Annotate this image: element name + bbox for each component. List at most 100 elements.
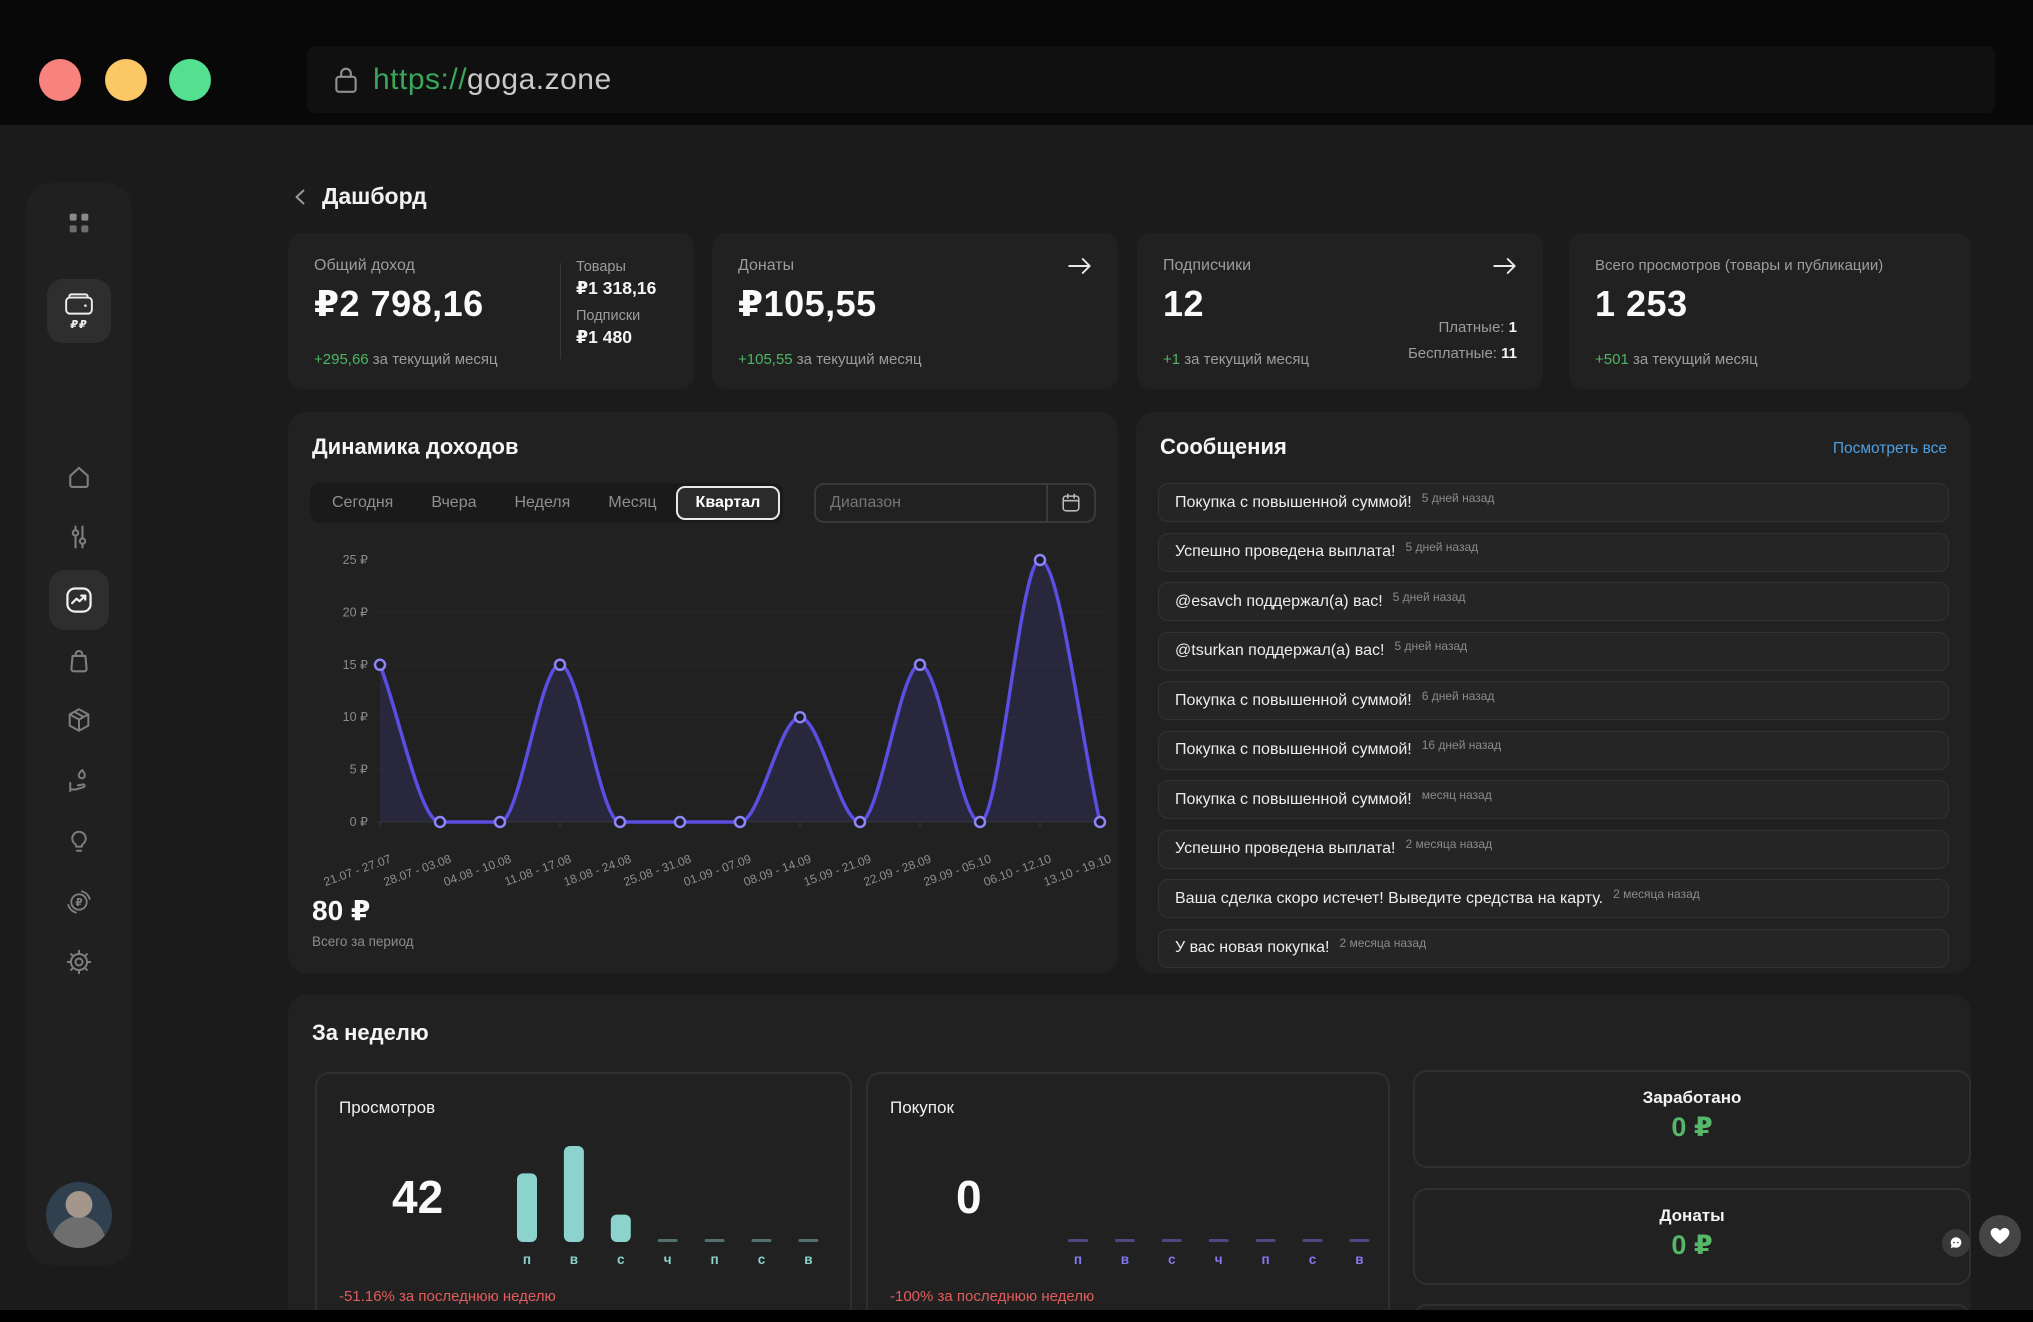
package-icon (65, 706, 93, 734)
message-row[interactable]: Успешно проведена выплата!2 месяца назад (1158, 830, 1949, 869)
message-row[interactable]: @esavch поддержал(а) вас!5 дней назад (1158, 582, 1949, 621)
back-button[interactable] (292, 188, 310, 206)
svg-text:₽: ₽ (75, 897, 82, 909)
earned-value: 0 ₽ (1415, 1112, 1969, 1143)
views-label: Просмотров (339, 1098, 435, 1118)
lightbulb-icon (65, 828, 93, 856)
url-protocol: https:// (373, 63, 467, 97)
sidebar-item-subscriptions[interactable]: ₽ (26, 888, 132, 916)
message-row[interactable]: Покупка с повышенной суммой!месяц назад (1158, 780, 1949, 819)
period-tab[interactable]: Сегодня (313, 486, 412, 520)
message-row[interactable]: У вас новая покупка!2 месяца назад (1158, 929, 1949, 968)
avatar[interactable] (46, 1182, 112, 1248)
message-row[interactable]: @tsurkan поддержал(а) вас!5 дней назад (1158, 632, 1949, 671)
period-tab[interactable]: Месяц (589, 486, 675, 520)
sidebar-item-settings[interactable] (26, 948, 132, 976)
svg-text:01.09 - 07.09: 01.09 - 07.09 (682, 852, 754, 889)
svg-text:0 ₽: 0 ₽ (350, 815, 368, 829)
week-panel: За неделю Просмотров 42 пвсчпсв -51.16% … (288, 995, 1971, 1322)
calendar-icon[interactable] (1046, 485, 1094, 521)
stat-delta-amount: +501 (1595, 351, 1629, 368)
svg-text:25.08 - 31.08: 25.08 - 31.08 (622, 852, 694, 889)
svg-text:с: с (1168, 1252, 1176, 1267)
traffic-light-minimize[interactable] (105, 59, 147, 101)
svg-text:15 ₽: 15 ₽ (343, 658, 368, 672)
message-row[interactable]: Покупка с повышенной суммой!6 дней назад (1158, 681, 1949, 720)
message-row[interactable]: Ваша сделка скоро истечет! Выведите сред… (1158, 879, 1949, 918)
message-time: 2 месяца назад (1405, 837, 1492, 851)
sidebar-item-shop[interactable] (26, 646, 132, 674)
stat-delta-amount: +1 (1163, 351, 1180, 368)
stat-delta: +105,55 за текущий месяц (738, 351, 922, 368)
view-all-link[interactable]: Посмотреть все (1833, 440, 1947, 458)
stat-delta: +295,66 за текущий месяц (314, 351, 498, 368)
income-dynamics-panel: Динамика доходов СегодняВчераНеделяМесяц… (288, 412, 1118, 973)
like-fab[interactable] (1979, 1215, 2021, 1257)
trend-chart-icon (64, 585, 94, 615)
url-bar[interactable]: https:// goga.zone (307, 46, 1995, 113)
chat-fab[interactable] (1942, 1229, 1970, 1257)
message-row[interactable]: Покупка с повышенной суммой!16 дней наза… (1158, 731, 1949, 770)
message-row[interactable]: Покупка с повышенной суммой!5 дней назад (1158, 483, 1949, 522)
sidebar-item-apps[interactable] (26, 209, 132, 237)
period-total-caption: Всего за период (312, 934, 414, 949)
svg-text:п: п (1074, 1252, 1082, 1267)
sidebar-item-donations[interactable] (26, 766, 132, 794)
message-time: 6 дней назад (1422, 689, 1495, 703)
sidebar-item-analytics[interactable] (49, 570, 109, 630)
purchases-total: 0 (956, 1170, 982, 1224)
traffic-light-maximize[interactable] (169, 59, 211, 101)
traffic-light-close[interactable] (39, 59, 81, 101)
svg-text:08.09 - 14.09: 08.09 - 14.09 (742, 852, 814, 889)
hand-donation-icon (65, 766, 93, 794)
sidebar-item-wallet[interactable]: ₽₽ (47, 279, 111, 343)
message-time: 2 месяца назад (1339, 936, 1426, 950)
arrow-right-icon[interactable] (1066, 255, 1094, 277)
browser-chrome: https:// goga.zone (0, 0, 2033, 125)
message-title: Успешно проведена выплата! (1175, 543, 1395, 561)
svg-text:в: в (804, 1252, 812, 1267)
stat-value: 12 (1163, 283, 1204, 325)
message-row[interactable]: Успешно проведена выплата! 5 дней назад (1158, 533, 1949, 572)
sidebar-item-ideas[interactable] (26, 828, 132, 856)
svg-text:10 ₽: 10 ₽ (343, 710, 368, 724)
sidebar-item-products[interactable] (26, 706, 132, 734)
svg-text:с: с (617, 1252, 625, 1267)
period-tab[interactable]: Квартал (676, 486, 781, 520)
svg-text:29.09 - 05.10: 29.09 - 05.10 (922, 852, 994, 889)
stat-label: Подписчики (1163, 257, 1251, 275)
side-value: ₽1 480 (576, 327, 656, 348)
message-time: 5 дней назад (1394, 639, 1467, 653)
chevron-left-icon (292, 188, 310, 206)
svg-text:п: п (1262, 1252, 1270, 1267)
svg-text:11.08 - 17.08: 11.08 - 17.08 (503, 852, 574, 889)
wallet-currency-label: ₽₽ (70, 318, 87, 331)
stat-delta: +1 за текущий месяц (1163, 351, 1309, 368)
side-value: 11 (1501, 345, 1517, 362)
message-title: Покупка с повышенной суммой! (1175, 791, 1412, 809)
period-tab[interactable]: Неделя (496, 486, 590, 520)
stat-label: Общий доход (314, 257, 415, 275)
sidebar-item-home[interactable] (26, 463, 132, 491)
views-total: 42 (392, 1170, 443, 1224)
screen: https:// goga.zone ₽₽ (0, 0, 2033, 1322)
svg-text:ч: ч (1215, 1252, 1223, 1267)
page-title: Дашборд (322, 183, 427, 210)
period-tabs: СегодняВчераНеделяМесяцКвартал (310, 483, 783, 523)
stat-delta: +501 за текущий месяц (1595, 351, 1758, 368)
sliders-icon (65, 523, 93, 551)
svg-text:в: в (1121, 1252, 1129, 1267)
message-time: 5 дней назад (1405, 540, 1478, 554)
svg-text:21.07 - 27.07: 21.07 - 27.07 (322, 852, 394, 889)
period-tab[interactable]: Вчера (412, 486, 495, 520)
earned-label: Заработано (1415, 1088, 1969, 1108)
svg-text:04.08 - 10.08: 04.08 - 10.08 (442, 852, 514, 889)
side-label: Бесплатные: (1408, 345, 1497, 362)
date-range-input[interactable]: Диапазон (814, 483, 1096, 523)
stat-value: 1 253 (1595, 283, 1688, 325)
sidebar-item-filters[interactable] (26, 523, 132, 551)
stat-label: Донаты (738, 257, 794, 275)
message-title: Покупка с повышенной суммой! (1175, 741, 1412, 759)
arrow-right-icon[interactable] (1491, 255, 1519, 277)
side-value: ₽1 318,16 (576, 278, 656, 299)
